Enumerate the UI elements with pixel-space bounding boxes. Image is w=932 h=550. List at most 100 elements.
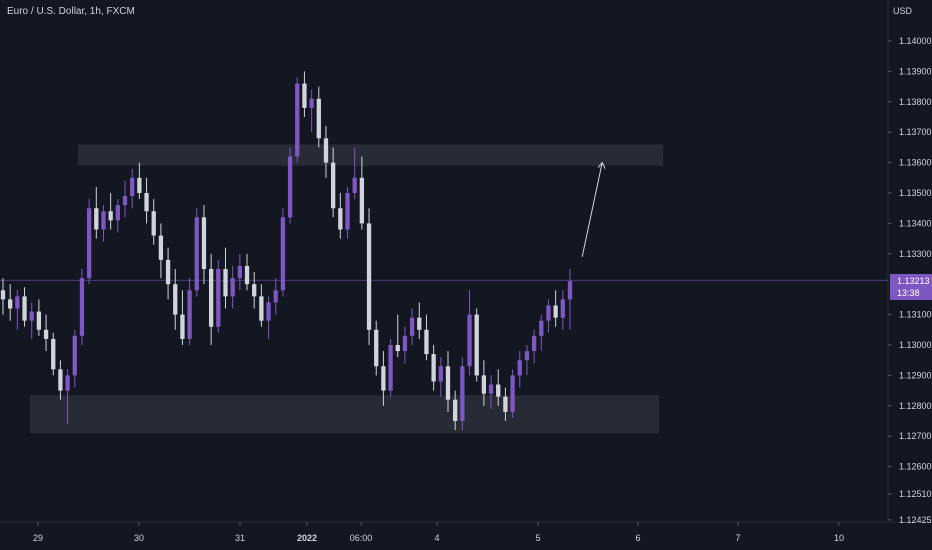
candle-body [417,317,422,330]
price-tick-label: 1.13000 [899,340,932,350]
candle-body [216,269,221,327]
candle-body [460,366,465,421]
candle-body [445,366,451,400]
candle-body [374,329,379,367]
candle-body [151,211,156,236]
candle-body [15,296,20,309]
chart-title: Euro / U.S. Dollar, 1h, FXCM [7,6,135,17]
time-tick-label: 5 [535,533,540,543]
price-tick-label: 1.13100 [899,310,932,320]
candle-body [208,269,214,327]
candle-body [345,193,350,230]
projection-arrow-line [581,162,603,257]
price-tick-label: 1.12900 [899,370,932,380]
time-tick-label: 6 [635,533,640,543]
price-tick-label: 1.12700 [899,431,932,441]
price-tick-label: 1.12425 [899,515,932,525]
candle-body [22,296,27,321]
candle-body [323,138,329,163]
time-tick-label: 31 [235,533,245,543]
price-tick-label: 1.12600 [899,462,932,472]
candle-body [453,399,458,421]
candle-body [187,290,192,339]
candle-body [539,320,544,336]
candle-body [481,375,487,394]
candle-body [51,338,56,370]
candle-body [431,354,436,382]
time-tick-label: 29 [33,533,43,543]
candle-body [287,156,293,218]
candle-body [79,278,85,336]
price-tick-label: 1.13900 [899,66,932,76]
candle-body [201,217,207,269]
candle-body [43,329,49,339]
candle-body [388,345,393,391]
candle-body [108,211,113,221]
price-tick-label: 1.13400 [899,218,932,228]
zone-resistance [78,144,663,166]
price-tick-label: 1.13500 [899,188,932,198]
candle-body [252,284,257,297]
candle-body [402,335,408,352]
candle-body [280,217,286,291]
candle-body [86,208,92,279]
time-tick-label: 7 [735,533,740,543]
candle-body [137,177,142,193]
candle-body [101,211,106,230]
candle-body [158,235,164,260]
candle-body [94,208,99,230]
candle-body [546,305,551,321]
candle-body [338,208,343,230]
candle-body [29,311,34,321]
candle-body [0,290,6,300]
candle-body [474,314,479,376]
candle-body [488,384,494,394]
candle-body [316,98,321,139]
time-tick-label: 10 [834,533,844,543]
zone-support [30,395,659,434]
candle-body [395,345,400,352]
price-tick-label: 1.13800 [899,97,932,107]
candle-body [366,223,372,330]
candle-body [524,351,530,361]
candle-body [8,299,13,309]
candle-body [330,162,336,209]
candle-body [352,177,357,193]
candle-body [302,83,307,108]
candle-body [553,305,558,318]
price-tick-label: 1.12800 [899,401,932,411]
candle-body [223,269,228,297]
candle-body [259,296,264,321]
candle-body [560,299,565,318]
candle-body [381,366,386,391]
candle-body [503,396,508,412]
candle-body [65,375,70,391]
candle-body [130,177,135,197]
candle-body [194,217,199,291]
candle-body [467,314,472,367]
current-price-label: 1.13213 13:38 [890,274,932,300]
candle-body [115,205,120,221]
time-tick-label: 4 [434,533,439,543]
time-tick-label: 06:00 [350,533,373,543]
candle-body [72,335,77,376]
price-tick-label: 1.13600 [899,158,932,168]
candle-body [295,83,300,157]
candle-body [173,284,178,315]
countdown-timer: 13:38 [897,288,920,298]
candle-body [180,314,185,339]
candle-body [531,335,537,352]
price-tick-label: 1.12510 [899,489,932,499]
current-price-value: 1.13213 [897,276,930,286]
candle-body [567,281,573,300]
candle-body [237,265,243,279]
candle-body [409,317,415,336]
time-tick-label: 2022 [297,533,317,543]
candle-body [517,360,522,376]
price-tick-label: 1.14000 [899,36,932,46]
candle-body [122,196,128,206]
price-tick-label: 1.13700 [899,127,932,137]
candle-body [309,98,314,108]
candle-body [266,302,271,321]
